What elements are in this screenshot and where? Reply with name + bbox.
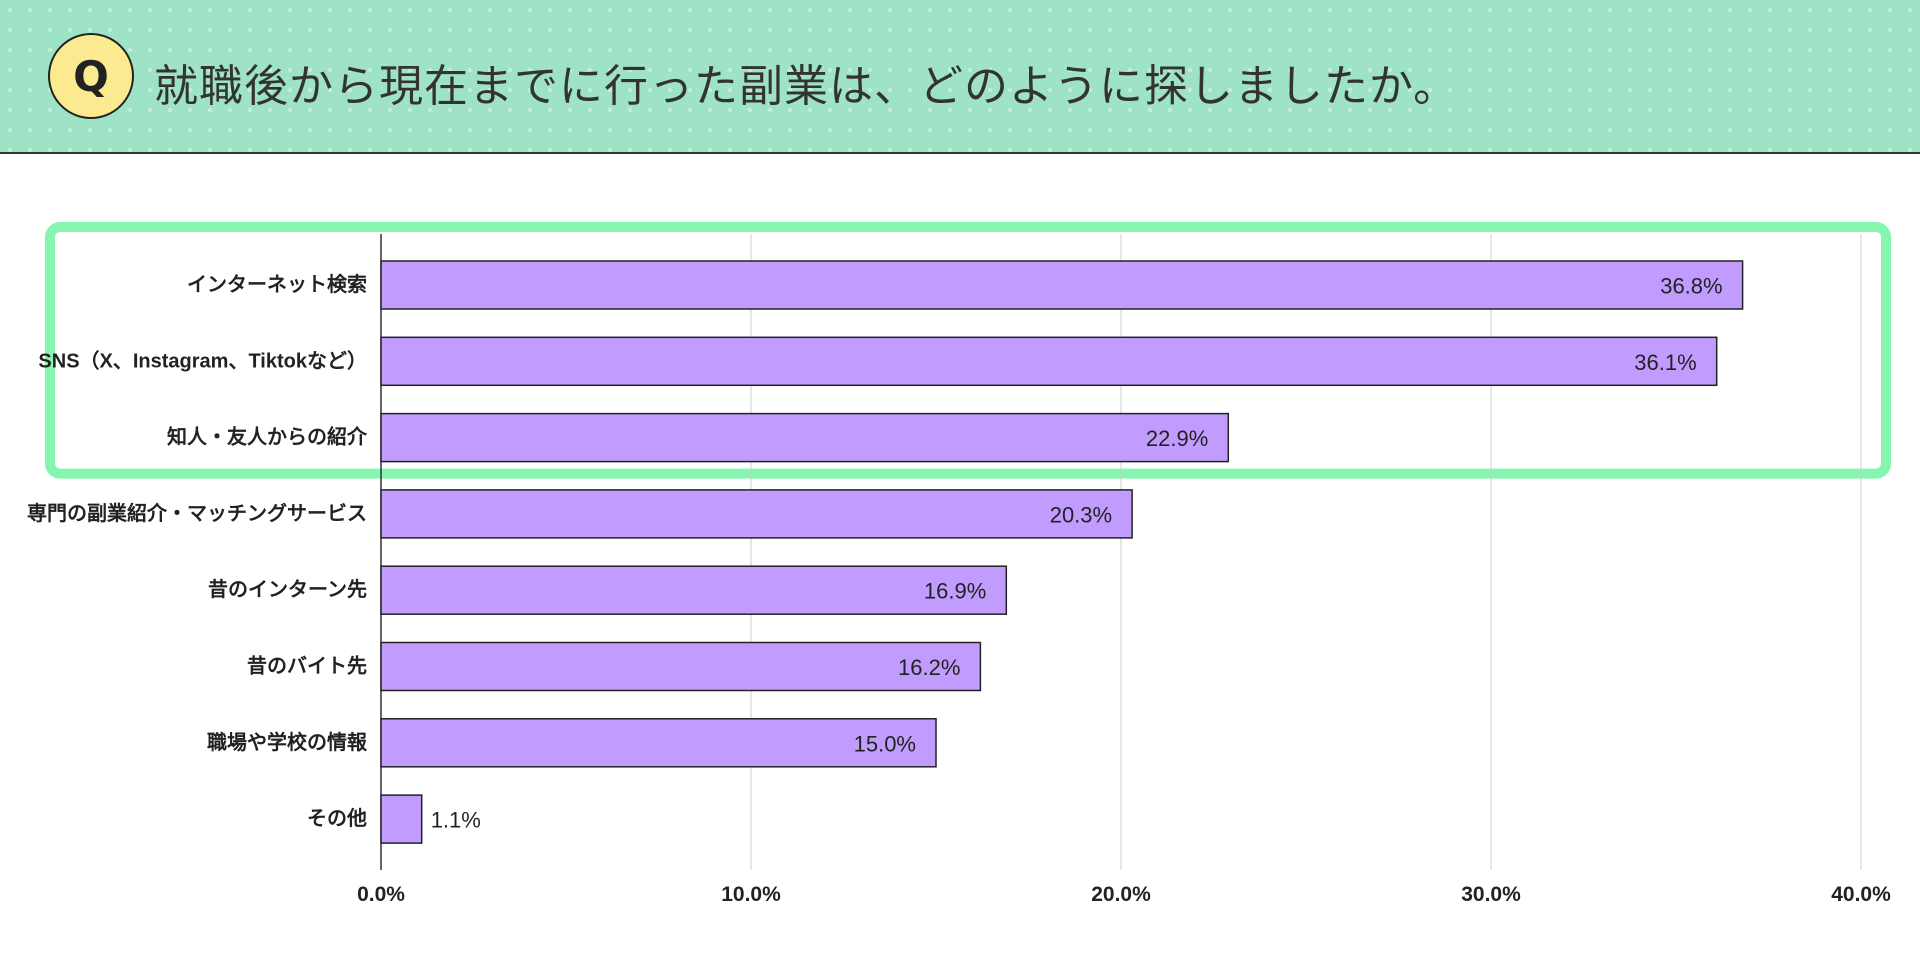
category-label: その他 bbox=[307, 806, 367, 830]
bar bbox=[380, 565, 1008, 615]
highlight-box bbox=[45, 222, 1891, 479]
value-label: 36.8% bbox=[1660, 274, 1722, 299]
bar bbox=[380, 260, 1744, 310]
category-label: 昔のバイト先 bbox=[247, 654, 367, 678]
category-label: SNS（X、Instagram、Tiktokなど） bbox=[38, 349, 367, 372]
category-label: 専門の副業紹介・マッチングサービス bbox=[27, 501, 367, 525]
question-header: Q 就職後から現在までに行った副業は、どのように探しましたか。 bbox=[0, 0, 1920, 154]
x-tick-label: 40.0% bbox=[1831, 883, 1891, 906]
x-tick-label: 0.0% bbox=[357, 883, 405, 906]
grid-layer bbox=[750, 234, 1862, 870]
category-label: 昔のインターン先 bbox=[208, 577, 367, 601]
value-label: 16.9% bbox=[924, 579, 986, 604]
bar bbox=[380, 641, 982, 692]
bar-layer bbox=[380, 260, 1744, 844]
question-badge-icon: Q bbox=[48, 33, 134, 119]
bar bbox=[380, 794, 423, 844]
value-label: 22.9% bbox=[1146, 426, 1208, 451]
category-label: 職場や学校の情報 bbox=[207, 730, 368, 754]
value-label: 15.0% bbox=[854, 731, 916, 756]
bar bbox=[380, 718, 937, 768]
question-title: 就職後から現在までに行った副業は、どのように探しましたか。 bbox=[154, 62, 1459, 111]
value-label: 36.1% bbox=[1634, 350, 1696, 375]
category-label: 知人・友人からの紹介 bbox=[167, 425, 368, 449]
value-label: 16.2% bbox=[898, 655, 960, 680]
bar-chart: インターネット検索 36.8% SNS（X、Instagram、Tiktokなど） 3… bbox=[27, 222, 1891, 906]
x-tick-label: 20.0% bbox=[1091, 883, 1151, 906]
bar bbox=[380, 412, 1230, 463]
x-tick-label: 30.0% bbox=[1461, 883, 1521, 906]
value-label: 20.3% bbox=[1050, 502, 1112, 527]
label-layer: インターネット検索 36.8% SNS（X、Instagram、Tiktokなど） 3… bbox=[27, 272, 1723, 833]
x-tick-label: 10.0% bbox=[721, 883, 781, 906]
value-label: 1.1% bbox=[431, 808, 481, 833]
bar bbox=[380, 489, 1133, 539]
bar bbox=[380, 336, 1718, 387]
tick-layer: 0.0% 10.0% 20.0% 30.0% 40.0% bbox=[357, 883, 1891, 906]
category-label: インターネット検索 bbox=[187, 272, 367, 296]
